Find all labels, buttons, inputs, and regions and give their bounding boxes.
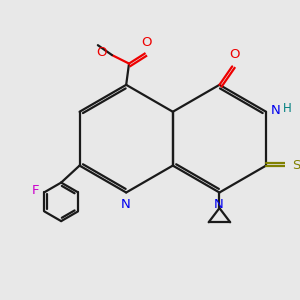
Text: N: N <box>270 104 280 117</box>
Text: H: H <box>283 102 292 116</box>
Text: O: O <box>96 46 107 59</box>
Text: O: O <box>229 48 240 61</box>
Text: S: S <box>292 159 300 172</box>
Text: O: O <box>142 36 152 50</box>
Text: F: F <box>31 184 39 197</box>
Text: N: N <box>121 198 130 211</box>
Text: N: N <box>214 198 224 211</box>
